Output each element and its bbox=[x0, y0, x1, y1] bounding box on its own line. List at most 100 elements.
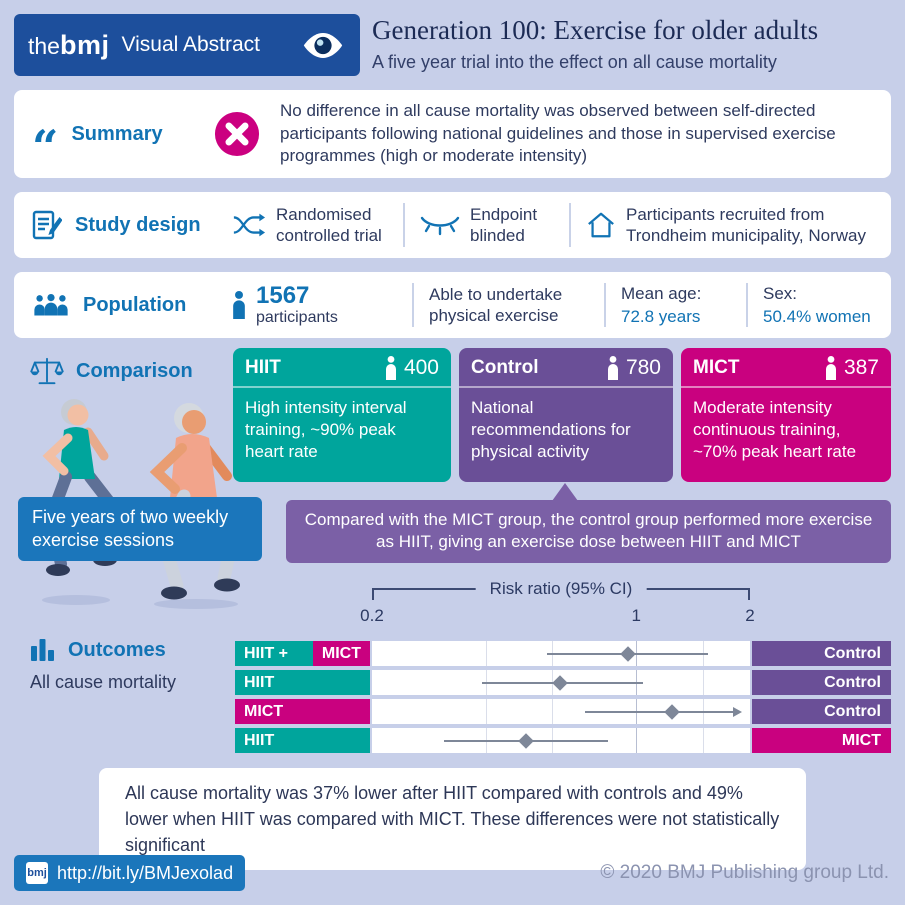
bar-chart-icon bbox=[30, 638, 56, 662]
group-card-control: Control 780 National recommendations for… bbox=[459, 348, 673, 482]
summary-label-col: “ Summary bbox=[32, 120, 163, 174]
summary-label: Summary bbox=[71, 122, 163, 145]
group-description: Moderate intensity continuous training, … bbox=[693, 398, 857, 462]
row-left-label: MICT bbox=[235, 699, 370, 724]
mean-age-value: 72.8 years bbox=[621, 306, 701, 326]
arrowhead-icon bbox=[732, 706, 742, 717]
group-card-header: MICT 387 bbox=[681, 348, 891, 388]
person-icon bbox=[232, 291, 246, 319]
notes-pencil-icon bbox=[32, 209, 62, 241]
gridline bbox=[552, 699, 554, 724]
plot-strip bbox=[372, 699, 750, 724]
logo-the: the bbox=[28, 32, 60, 59]
group-count: 400 bbox=[403, 356, 439, 379]
divider bbox=[412, 283, 414, 327]
scales-icon bbox=[30, 356, 64, 386]
design-label: Study design bbox=[75, 213, 201, 236]
divider bbox=[746, 283, 748, 327]
page-title: Generation 100: Exercise for older adult… bbox=[372, 15, 819, 45]
group-name: Control bbox=[471, 357, 539, 378]
sessions-note: Five years of two weekly exercise sessio… bbox=[18, 497, 262, 562]
group-label: HIIT bbox=[235, 728, 370, 753]
eye-icon bbox=[300, 31, 346, 60]
forest-row-3: HIIT MICT bbox=[235, 728, 891, 753]
divider bbox=[403, 203, 405, 247]
summary-section: “ Summary No difference in all cause mor… bbox=[14, 90, 891, 178]
person-icon bbox=[607, 356, 619, 380]
person-icon bbox=[825, 356, 837, 380]
gridline bbox=[702, 728, 704, 753]
group-name: MICT bbox=[693, 357, 740, 378]
group-count: 780 bbox=[625, 356, 661, 379]
group-card-header: Control 780 bbox=[459, 348, 673, 388]
gridline bbox=[702, 670, 704, 695]
mean-age-label: Mean age: bbox=[621, 284, 702, 304]
point-estimate bbox=[517, 732, 534, 749]
axis-tick: 1 bbox=[631, 606, 641, 625]
footer-url-text: http://bit.ly/BMJexolad bbox=[57, 862, 234, 883]
bmj-logo: the bmj bbox=[28, 30, 110, 61]
plot-strip bbox=[372, 641, 750, 666]
row-left-label: HIIT bbox=[235, 670, 370, 695]
comparison-label: Comparison bbox=[76, 359, 193, 382]
design-item-text: Randomised controlled trial bbox=[276, 204, 382, 245]
group-count-block: 387 bbox=[825, 356, 879, 380]
forest-row-0: HIIT + MICT Control bbox=[235, 641, 891, 666]
row-left-label: HIIT + MICT bbox=[235, 641, 370, 666]
footer-link[interactable]: bmj http://bit.ly/BMJexolad bbox=[14, 855, 246, 891]
forest-row-1: HIIT Control bbox=[235, 670, 891, 695]
group-count-block: 400 bbox=[385, 356, 439, 380]
page-subtitle: A five year trial into the effect on all… bbox=[372, 51, 777, 72]
point-estimate bbox=[552, 674, 569, 691]
point-estimate bbox=[663, 703, 680, 720]
logo-bmj: bmj bbox=[59, 29, 110, 60]
summary-text: No difference in all cause mortality was… bbox=[280, 101, 836, 166]
brand-header: the bmj Visual Abstract bbox=[14, 14, 360, 76]
sex-label: Sex: bbox=[763, 284, 798, 304]
point-estimate bbox=[620, 645, 636, 662]
gridline bbox=[485, 641, 487, 666]
design-item-recruitment: Participants recruited from Trondheim mu… bbox=[586, 204, 878, 247]
group-label: HIIT bbox=[235, 670, 370, 695]
people-icon bbox=[32, 293, 70, 317]
title-block: Generation 100: Exercise for older adult… bbox=[372, 15, 894, 73]
divider bbox=[569, 203, 571, 247]
forest-row-2: MICT Control bbox=[235, 699, 891, 724]
bmj-badge-icon: bmj bbox=[26, 862, 48, 884]
control-note: Compared with the MICT group, the contro… bbox=[286, 483, 891, 563]
forest-plot: HIIT + MICT Control HIIT Control MICT Control H… bbox=[235, 641, 891, 753]
axis-tick: 0.2 bbox=[360, 606, 384, 625]
blinded-eye-icon bbox=[420, 214, 460, 236]
design-item-text: Endpoint blinded bbox=[470, 204, 538, 245]
shuffle-icon bbox=[232, 211, 266, 239]
sex-block: Sex: 50.4% women bbox=[763, 283, 871, 326]
row-right-label: Control bbox=[752, 699, 891, 724]
cross-circle-icon bbox=[214, 111, 260, 157]
group-name: HIIT bbox=[245, 357, 281, 378]
study-design-section: Study design Randomised controlled trial bbox=[14, 192, 891, 258]
group-count: 387 bbox=[843, 356, 879, 379]
group-label: HIIT + bbox=[235, 641, 313, 666]
person-icon bbox=[385, 356, 397, 380]
row-right-label: MICT bbox=[752, 728, 891, 753]
plot-strip bbox=[372, 670, 750, 695]
group-card-hiit: HIIT 400 High intensity interval trainin… bbox=[233, 348, 451, 482]
product-name: Visual Abstract bbox=[121, 33, 261, 56]
inclusion-criteria: Able to undertake physical exercise bbox=[429, 284, 563, 325]
conclusion-card: All cause mortality was 37% lower after … bbox=[99, 768, 806, 871]
group-card-mict: MICT 387 Moderate intensity continuous t… bbox=[681, 348, 891, 482]
row-right-label: Control bbox=[752, 670, 891, 695]
copyright: © 2020 BMJ Publishing group Ltd. bbox=[600, 862, 889, 883]
gridline bbox=[485, 699, 487, 724]
population-label-col: Population bbox=[14, 293, 232, 317]
group-description: High intensity interval training, ~90% p… bbox=[245, 398, 407, 462]
population-label: Population bbox=[83, 293, 187, 316]
design-label-col: Study design bbox=[14, 209, 232, 241]
house-icon bbox=[586, 210, 616, 240]
axis-title: Risk ratio (95% CI) bbox=[475, 579, 647, 599]
confidence-interval bbox=[584, 710, 733, 713]
participants-count-block: 1567 participants bbox=[232, 283, 397, 326]
design-item-text: Participants recruited from Trondheim mu… bbox=[626, 204, 866, 245]
sex-value: 50.4% women bbox=[763, 306, 871, 326]
outcome-measure: All cause mortality bbox=[30, 672, 177, 692]
